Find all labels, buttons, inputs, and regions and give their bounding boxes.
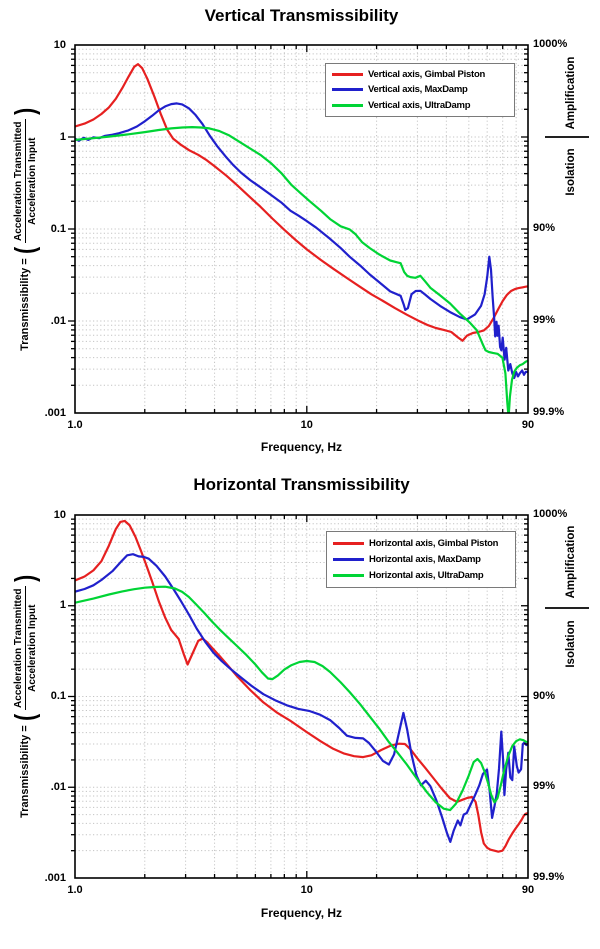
legend-item: Vertical axis, Gimbal Piston <box>332 69 512 80</box>
y-tick-label: .01 <box>50 780 66 793</box>
y-tick-label: .001 <box>44 871 66 884</box>
y-tick-label: 0.1 <box>50 222 66 235</box>
y-tick-label: 1 <box>59 130 66 143</box>
x-tick-label: 10 <box>300 884 313 896</box>
legend-item: Vertical axis, UltraDamp <box>332 100 512 111</box>
amplification-isolation-divider <box>545 607 589 609</box>
y-tick-label: .001 <box>44 406 66 419</box>
right-tick-label: 90% <box>533 222 556 234</box>
x-tick-label: 10 <box>300 419 313 431</box>
x-tick-label: 90 <box>521 884 535 896</box>
open-paren: ( <box>9 247 41 255</box>
y-tick-label: .01 <box>50 314 66 327</box>
close-paren: ) <box>9 108 41 116</box>
isolation-label: Isolation <box>565 620 577 668</box>
legend-line-sample <box>333 574 364 578</box>
right-tick-label: 1000% <box>533 508 568 520</box>
y-axis-label-prefix: Transmissibility = <box>19 725 31 818</box>
gridlines <box>75 515 528 878</box>
legend-line-sample <box>333 541 364 545</box>
fraction-denominator: Acceleration Input <box>26 604 38 692</box>
curve-horizontal-axis-maxdamp <box>75 553 528 843</box>
y-tick-label: 10 <box>53 38 66 51</box>
chart-title-horizontal: Horizontal Transmissibility <box>193 475 410 494</box>
axis-ticks <box>68 515 528 878</box>
right-tick-label: 99.9% <box>533 871 565 883</box>
legend-item: Horizontal axis, MaxDamp <box>333 554 513 565</box>
open-paren: ( <box>9 714 41 722</box>
right-tick-label: 1000% <box>533 38 568 50</box>
curve-vertical-axis-gimbal-piston <box>75 62 528 342</box>
legend-label: Horizontal axis, UltraDamp <box>369 570 484 582</box>
y-tick-label: 10 <box>53 508 66 521</box>
curve-vertical-axis-maxdamp <box>75 102 528 380</box>
legend-line-sample <box>332 103 363 107</box>
legend-label: Horizontal axis, Gimbal Piston <box>369 537 499 549</box>
right-tick-label: 99% <box>533 314 556 326</box>
x-tick-label: 90 <box>521 419 535 431</box>
fraction-numerator: Acceleration Transmitted <box>12 119 26 243</box>
legend-item: Vertical axis, MaxDamp <box>332 84 512 95</box>
y-axis-label-prefix: Transmissibility = <box>19 258 31 351</box>
y-tick-label: 0.1 <box>50 690 66 702</box>
legend-label: Vertical axis, Gimbal Piston <box>368 69 486 81</box>
x-tick-label: 1.0 <box>67 884 83 896</box>
legend-vertical: Vertical axis, Gimbal Piston Vertical axi… <box>325 63 515 117</box>
legend-line-sample <box>333 557 364 561</box>
legend-horizontal: Horizontal axis, Gimbal Piston Horizontal… <box>326 531 516 588</box>
curve-horizontal-axis-ultradamp <box>75 585 528 812</box>
x-tick-label: 1.0 <box>67 419 83 431</box>
y-tick-label: 1 <box>59 599 66 612</box>
legend-item: Horizontal axis, Gimbal Piston <box>333 538 513 549</box>
legend-label: Vertical axis, MaxDamp <box>368 84 468 96</box>
x-axis-label-top: Frequency, Hz <box>260 440 343 454</box>
chart-title-vertical: Vertical Transmissibility <box>204 6 399 25</box>
close-paren: ) <box>9 575 41 583</box>
legend-line-sample <box>332 73 363 77</box>
amplification-isolation-divider <box>545 136 589 138</box>
curve-horizontal-axis-gimbal-piston <box>75 519 528 853</box>
curve-vertical-axis-ultradamp <box>75 126 528 413</box>
right-tick-label: 99.9% <box>533 406 565 418</box>
x-axis-label-bottom: Frequency, Hz <box>260 906 343 920</box>
legend-item: Horizontal axis, UltraDamp <box>333 570 513 581</box>
legend-label: Horizontal axis, MaxDamp <box>369 553 481 565</box>
legend-line-sample <box>332 88 363 92</box>
right-tick-label: 90% <box>533 689 556 702</box>
legend-label: Vertical axis, UltraDamp <box>368 99 471 111</box>
right-tick-label: 99% <box>533 780 556 793</box>
fraction-denominator: Acceleration Input <box>26 137 38 225</box>
axis-ticks <box>68 45 528 413</box>
fraction-numerator: Acceleration Transmitted <box>12 586 26 710</box>
